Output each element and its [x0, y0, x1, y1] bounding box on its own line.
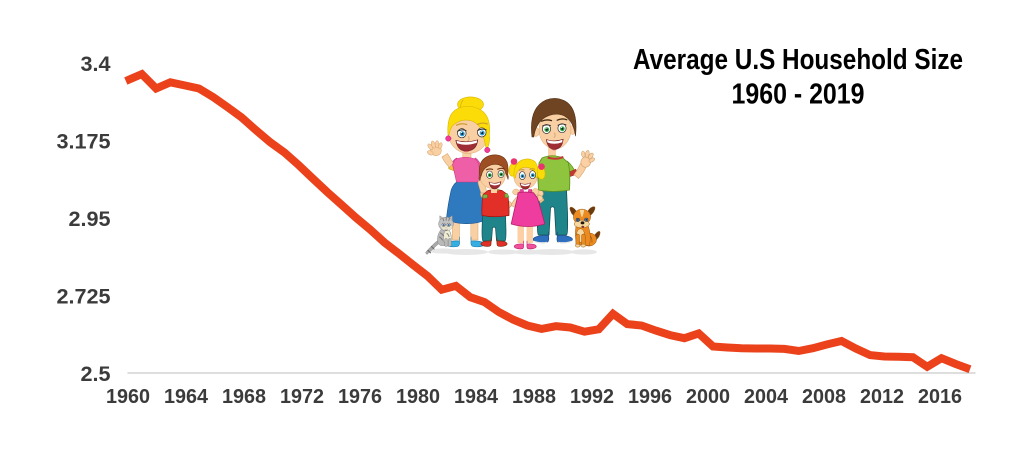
svg-text:1960 - 2019: 1960 - 2019 [732, 78, 865, 110]
svg-text:2.725: 2.725 [56, 283, 110, 308]
svg-text:1996: 1996 [628, 385, 672, 408]
svg-text:1988: 1988 [512, 385, 556, 408]
svg-text:1976: 1976 [338, 385, 382, 408]
svg-text:1980: 1980 [396, 385, 440, 408]
svg-text:3.175: 3.175 [56, 128, 110, 153]
svg-text:1972: 1972 [280, 385, 324, 408]
svg-text:1992: 1992 [570, 385, 614, 408]
svg-text:2.5: 2.5 [80, 361, 110, 386]
svg-text:Average U.S Household Size: Average U.S Household Size [633, 43, 963, 75]
svg-text:2000: 2000 [686, 385, 730, 408]
svg-text:1984: 1984 [454, 385, 499, 408]
svg-text:1964: 1964 [164, 385, 209, 408]
svg-text:1960: 1960 [106, 385, 150, 408]
svg-text:2.95: 2.95 [68, 206, 110, 231]
svg-text:2016: 2016 [918, 385, 962, 408]
svg-text:3.4: 3.4 [80, 51, 110, 76]
svg-text:2004: 2004 [744, 385, 789, 408]
svg-text:2008: 2008 [802, 385, 846, 408]
svg-text:1968: 1968 [222, 385, 266, 408]
svg-text:2012: 2012 [860, 385, 904, 408]
